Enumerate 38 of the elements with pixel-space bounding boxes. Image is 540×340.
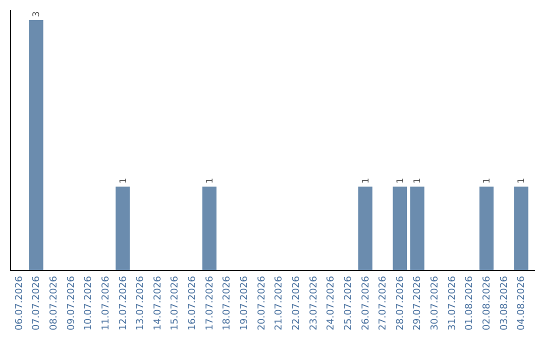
x-tick-label: 24.07.2026 — [326, 276, 337, 330]
x-tick-label: 30.07.2026 — [430, 276, 441, 330]
data-label: 1 — [396, 178, 406, 184]
x-tick-label: 22.07.2026 — [290, 276, 302, 330]
x-tick-label: 06.07.2026 — [14, 276, 25, 330]
x-tick-label: 14.07.2026 — [152, 276, 164, 330]
x-tick-label: 21.07.2026 — [274, 276, 285, 330]
x-tick-label: 16.07.2026 — [187, 276, 198, 330]
x-tick-label: 23.07.2026 — [308, 276, 320, 330]
x-tick-label: 28.07.2026 — [394, 276, 406, 330]
x-tick-label: 04.08.2026 — [516, 276, 528, 330]
data-label: 1 — [517, 178, 528, 184]
x-tick-label: 10.07.2026 — [83, 276, 94, 330]
x-tick-label: 27.07.2026 — [378, 276, 389, 330]
x-tick-label: 07.07.2026 — [31, 276, 42, 330]
x-tick-label: 19.07.2026 — [239, 276, 250, 330]
x-tick-label: 11.07.2026 — [100, 276, 112, 330]
x-tick-label: 18.07.2026 — [222, 276, 233, 330]
data-label: 3 — [32, 11, 42, 17]
x-tick-label: 09.07.2026 — [66, 276, 77, 330]
x-tick-label: 13.07.2026 — [135, 276, 146, 330]
x-tick-label: 01.08.2026 — [464, 276, 476, 330]
x-tick-label: 26.07.2026 — [360, 276, 372, 330]
x-tick-label: 25.07.2026 — [342, 276, 354, 330]
x-tick-label: 31.07.2026 — [446, 276, 458, 330]
x-tick-label: 03.08.2026 — [498, 276, 510, 330]
data-label: 1 — [482, 178, 493, 184]
x-tick-label: 12.07.2026 — [118, 276, 129, 330]
x-tick-label: 20.07.2026 — [256, 276, 268, 330]
x-tick-label: 15.07.2026 — [170, 276, 181, 330]
x-tick-label: 29.07.2026 — [412, 276, 424, 330]
x-tick-label: 02.08.2026 — [482, 276, 493, 330]
x-tick-label: 08.07.2026 — [48, 276, 60, 330]
x-tick-label: 17.07.2026 — [204, 276, 216, 330]
data-label: 1 — [205, 178, 216, 184]
data-label: 1 — [361, 178, 372, 184]
data-label: 1 — [118, 178, 129, 184]
data-label: 1 — [413, 178, 424, 184]
